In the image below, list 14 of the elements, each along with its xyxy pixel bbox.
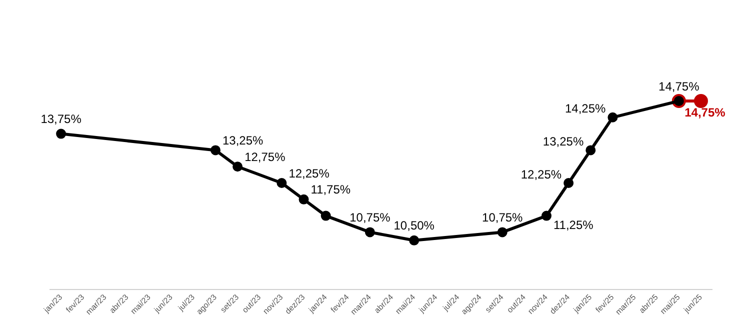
data-label: 13,75%: [40, 112, 82, 126]
data-label: 10,75%: [350, 210, 391, 225]
data-label: 14,25%: [564, 102, 606, 116]
data-label: 14,75%: [684, 105, 726, 120]
data-label: 13,25%: [222, 134, 264, 148]
data-label: 14,75%: [658, 79, 700, 94]
data-label: 13,25%: [542, 134, 584, 149]
data-label: 12,25%: [520, 167, 562, 182]
data-label: 11,75%: [310, 182, 351, 197]
data-label: 11,25%: [554, 218, 594, 232]
data-label: 10,50%: [394, 218, 435, 233]
data-label: 12,25%: [288, 166, 330, 180]
data-label: 10,75%: [482, 210, 524, 225]
data-label: 12,75%: [244, 150, 286, 164]
